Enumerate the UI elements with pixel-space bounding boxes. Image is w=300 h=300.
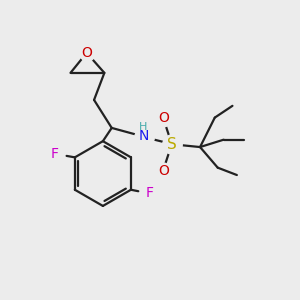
Text: S: S — [167, 136, 177, 152]
Text: H: H — [139, 122, 148, 132]
Text: F: F — [51, 147, 59, 161]
Text: O: O — [81, 46, 92, 60]
Text: O: O — [158, 164, 169, 178]
Text: N: N — [138, 129, 149, 142]
Text: O: O — [158, 111, 169, 124]
Text: F: F — [146, 186, 154, 200]
